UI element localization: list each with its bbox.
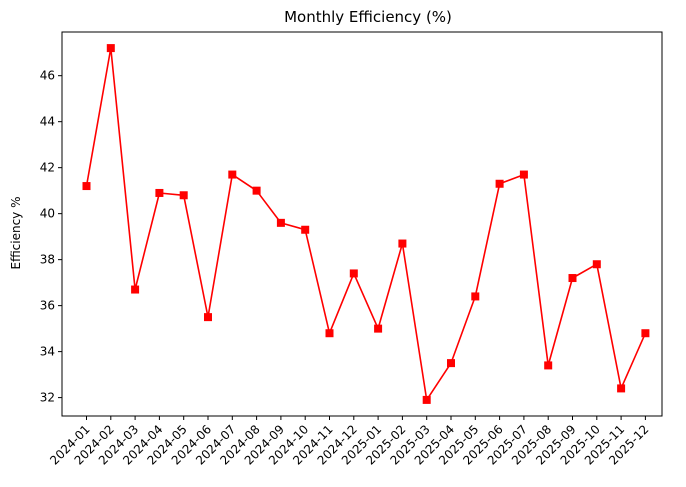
data-point: [155, 188, 164, 197]
data-point: [106, 44, 115, 53]
data-point: [374, 324, 383, 333]
y-tick-label: 42: [40, 161, 55, 175]
series-line: [85, 47, 647, 401]
data-point: [447, 359, 455, 368]
data-point: [544, 361, 553, 370]
data-point: [641, 329, 650, 338]
y-axis-label: Efficiency %: [9, 196, 23, 269]
y-tick-label: 40: [40, 207, 55, 221]
data-point: [228, 170, 237, 179]
data-point: [204, 313, 212, 322]
data-point: [617, 384, 626, 393]
data-point: [349, 269, 358, 278]
y-tick-label: 34: [40, 345, 55, 359]
data-point: [131, 285, 140, 294]
y-tick-label: 36: [40, 299, 55, 313]
data-point: [592, 260, 601, 269]
y-tick-label: 38: [40, 253, 55, 267]
data-point: [301, 225, 310, 234]
y-tick-label: 46: [40, 69, 55, 83]
data-point: [276, 218, 285, 227]
y-tick-label: 44: [40, 115, 55, 129]
data-point: [471, 292, 480, 301]
data-point: [519, 170, 528, 179]
plot-frame: [61, 31, 663, 417]
chart-title: Monthly Efficiency (%): [284, 8, 452, 26]
data-point: [568, 274, 577, 283]
data-point: [495, 179, 504, 188]
y-tick-label: 32: [40, 391, 55, 405]
data-point: [179, 191, 188, 200]
data-point: [398, 239, 407, 248]
data-point: [252, 186, 261, 195]
data-point: [82, 182, 91, 191]
data-point: [422, 395, 431, 404]
data-point: [325, 329, 334, 338]
